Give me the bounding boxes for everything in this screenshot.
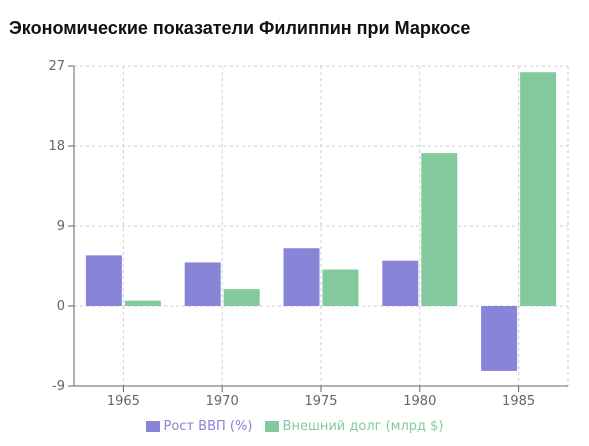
bar-debt <box>421 153 458 306</box>
legend: Рост ВВП (%) Внешний долг (млрд $) <box>0 419 589 436</box>
bar-gdp <box>481 306 518 371</box>
legend-label-gdp: Рост ВВП (%) <box>163 419 253 434</box>
bar-debt <box>322 269 359 306</box>
y-tick-label: 0 <box>57 299 65 314</box>
bar-gdp <box>382 260 419 306</box>
x-tick-label: 1975 <box>304 394 337 409</box>
bar-gdp <box>184 262 221 306</box>
legend-item-debt[interactable]: Внешний долг (млрд $) <box>264 419 444 434</box>
bar-debt <box>520 72 557 306</box>
legend-swatch-debt <box>264 421 279 432</box>
x-tick-label: 1970 <box>206 394 239 409</box>
bar-gdp <box>85 255 122 306</box>
y-tick-label: 18 <box>48 139 65 154</box>
chart-title: Экономические показатели Филиппин при Ма… <box>9 18 471 38</box>
y-tick-label: -9 <box>52 379 65 394</box>
x-tick-label: 1985 <box>502 394 535 409</box>
legend-item-gdp[interactable]: Рост ВВП (%) <box>145 419 253 434</box>
bar-debt <box>223 289 260 306</box>
legend-swatch-gdp <box>145 421 160 432</box>
legend-label-debt: Внешний долг (млрд $) <box>282 419 444 434</box>
bar-debt <box>124 300 161 306</box>
y-tick-label: 9 <box>57 219 65 234</box>
y-tick-label: 27 <box>48 59 65 74</box>
bar-gdp <box>283 248 320 306</box>
x-tick-label: 1980 <box>403 394 436 409</box>
x-tick-label: 1965 <box>107 394 140 409</box>
